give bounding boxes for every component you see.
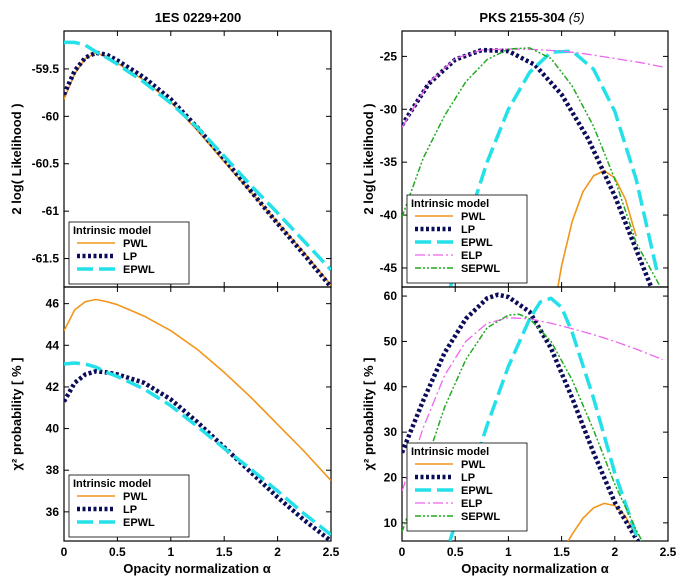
legend-label-sepwl: SEPWL: [461, 263, 500, 275]
legend-label-epwl: EPWL: [123, 264, 155, 276]
legend-title: Intrinsic model: [411, 446, 489, 458]
legend-label-pwl: PWL: [123, 238, 148, 250]
legend-label-lp: LP: [461, 472, 475, 484]
legend-label-pwl: PWL: [461, 459, 486, 471]
legend-label-elp: ELP: [461, 250, 482, 262]
ylabel-bottom-right: χ² probability [ % ]: [361, 358, 376, 471]
xtick-label: 1: [167, 545, 174, 559]
series-line-lp: [402, 47, 654, 287]
series-line-lp: [64, 369, 331, 541]
xtick-label: 0.5: [447, 545, 464, 559]
legend-label-pwl: PWL: [461, 211, 486, 223]
xtick-label: 1.5: [216, 545, 233, 559]
panel-bottom-right: 10 20 30 40 50 60 0 0.5 1 1.5 2 2.5: [384, 286, 677, 559]
series-line-sepwl: [402, 47, 662, 287]
legend-label-epwl: EPWL: [461, 237, 493, 249]
xtick-label: 2.5: [660, 545, 677, 559]
ylabel-top-right: 2 log( Likelihood ): [361, 103, 376, 214]
legend-label-sepwl: SEPWL: [461, 511, 500, 523]
ytick-label: 50: [384, 334, 398, 348]
series-bottom-right: [402, 292, 663, 541]
ytick-label: -60.5: [32, 157, 60, 171]
right-column-title-ref: (5): [569, 10, 585, 25]
ytick-label: 30: [384, 425, 398, 439]
series-line-pwl: [557, 169, 637, 287]
legend-label-epwl: EPWL: [123, 517, 155, 529]
legend-label-epwl: EPWL: [461, 485, 493, 497]
right-column-title-name: PKS 2155-304: [479, 10, 565, 25]
ytick-label: -59.5: [32, 62, 60, 76]
legend-label-pwl: PWL: [123, 491, 148, 503]
series-line-sepwl: [402, 313, 643, 541]
ytick-label: -60: [42, 109, 60, 123]
xtick-label: 0: [61, 545, 68, 559]
ytick-label: 10: [384, 516, 398, 530]
panel-bottom-left: 36 38 40 42 44 46 0 0.5 1 1.5 2 2.5: [46, 286, 340, 559]
xlabel-bottom-right: Opacity normalization α: [461, 561, 608, 576]
series-line-pwl: [64, 298, 331, 482]
xtick-label: 2: [274, 545, 281, 559]
series-line-lp: [64, 50, 331, 287]
series-line-pwl: [567, 502, 637, 541]
ytick-label: 46: [46, 297, 60, 311]
ticks-bottom-left: 36 38 40 42 44 46 0 0.5 1 1.5 2 2.5: [46, 287, 340, 559]
series-line-epwl: [448, 49, 660, 287]
xlabel-bottom-left: Opacity normalization α: [123, 561, 270, 576]
ylabel-top-left: 2 log( Likelihood ): [9, 103, 24, 214]
xtick-label: 0: [399, 545, 406, 559]
ytick-label: -61: [42, 204, 60, 218]
xtick-label: 0.5: [109, 545, 126, 559]
legend-title: Intrinsic model: [73, 225, 151, 237]
ytick-label: -40: [380, 208, 398, 222]
ytick-label: 38: [46, 463, 60, 477]
ytick-label: 40: [384, 380, 398, 394]
ytick-label: -25: [380, 49, 398, 63]
xtick-label: 2: [611, 545, 618, 559]
ytick-label: -45: [380, 261, 398, 275]
ytick-label: 60: [384, 289, 398, 303]
ytick-label: 44: [46, 338, 60, 352]
ytick-label: 36: [46, 505, 60, 519]
legend-label-lp: LP: [123, 504, 137, 516]
series-top-left: [64, 40, 331, 287]
legend-label-lp: LP: [461, 224, 475, 236]
ytick-label: -30: [380, 102, 398, 116]
series-line-elp: [402, 48, 663, 128]
ytick-label: 20: [384, 471, 398, 485]
ticks-top-left: -61.5 -61 -60.5 -60 -59.5: [32, 31, 332, 287]
xtick-label: 1.5: [553, 545, 570, 559]
legend-title: Intrinsic model: [73, 478, 151, 490]
right-column-title: PKS 2155-304 (5): [479, 10, 584, 25]
series-top-right: [402, 47, 663, 287]
ticks-top-right: -45 -40 -35 -30 -25: [380, 31, 669, 287]
legend-label-elp: ELP: [461, 498, 482, 510]
ytick-label: 40: [46, 422, 60, 436]
ytick-label: -61.5: [32, 252, 60, 266]
xtick-label: 2.5: [323, 545, 340, 559]
series-line-epwl: [448, 296, 642, 541]
legend-label-lp: LP: [123, 251, 137, 263]
ylabel-bottom-left: χ² probability [ % ]: [9, 358, 24, 471]
left-column-title: 1ES 0229+200: [155, 10, 241, 25]
series-line-epwl: [64, 361, 331, 537]
series-line-lp: [402, 292, 641, 541]
ytick-label: 42: [46, 380, 60, 394]
legend-title: Intrinsic model: [411, 198, 489, 210]
series-line-epwl: [64, 40, 331, 272]
ytick-label: -35: [380, 155, 398, 169]
series-bottom-left: [64, 298, 331, 541]
xtick-label: 1: [505, 545, 512, 559]
